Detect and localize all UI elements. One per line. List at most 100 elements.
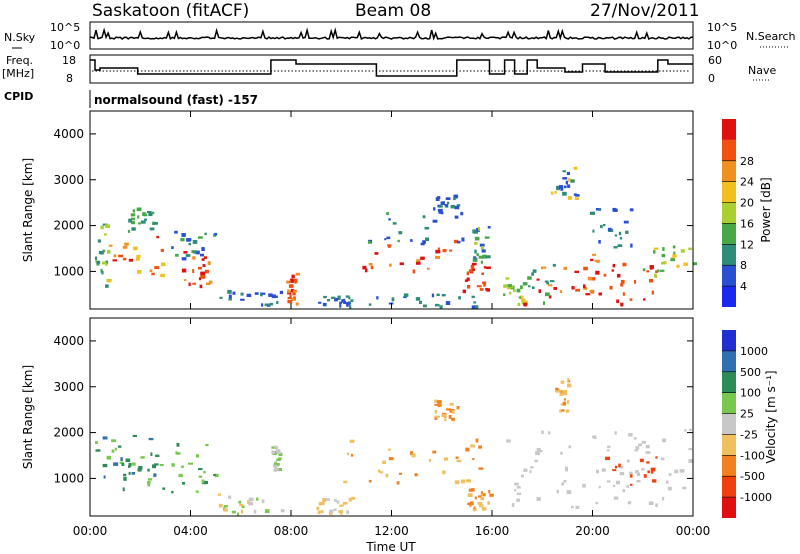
heatmap-cell [339,304,342,308]
heatmap-cell [446,408,451,411]
heatmap-cell [199,284,203,289]
colorbar-swatch [722,244,736,266]
heatmap-cell [105,224,111,228]
heatmap-cell [426,267,430,270]
heatmap-cell [618,463,621,468]
heatmap-cell [566,171,570,175]
heatmap-cell [617,273,621,278]
heatmap-cell [568,445,571,449]
heatmap-cell [619,472,625,476]
heatmap-cell [478,467,484,470]
heatmap-cell [232,291,236,295]
heatmap-cell [570,179,575,183]
heatmap-cell [274,466,278,470]
nsky-trace [89,27,693,41]
heatmap-cell [458,296,461,300]
heatmap-cell [188,462,193,465]
heatmap-cell [688,459,694,463]
heatmap-cell [643,298,646,301]
heatmap-cell [128,463,132,467]
heatmap-cell [204,232,207,236]
heatmap-cell [516,486,521,489]
heatmap-cell [439,205,443,208]
heatmap-cell [432,219,438,223]
heatmap-cell [616,299,620,304]
heatmap-cell [137,467,142,472]
heatmap-cell [154,463,159,466]
nsky-panel-frame [89,21,694,50]
heatmap-cell [562,177,568,180]
heatmap-cell [478,445,482,449]
heatmap-cell [420,242,425,246]
heatmap-cell [119,461,124,464]
heatmap-cell [559,409,562,413]
heatmap-cell [486,255,491,259]
heatmap-cell [195,250,200,255]
heatmap-cell [467,493,473,497]
heatmap-cell [214,232,218,236]
heatmap-cell [555,387,559,391]
heatmap-cell [183,251,188,254]
heatmap-cell [96,262,100,266]
heatmap-cell [334,498,337,502]
heatmap-cell [278,457,282,460]
heatmap-cell [350,453,354,457]
heatmap-cell [188,282,191,287]
heatmap-cell [477,501,483,505]
heatmap-cell [471,295,475,299]
heatmap-cell [607,445,611,449]
heatmap-cell [209,280,213,284]
heatmap-cell [295,302,299,306]
heatmap-cell [683,262,688,266]
heatmap-cell [140,456,145,459]
heatmap-cell [661,253,666,258]
heatmap-cell [241,505,245,509]
heatmap-cell [566,490,572,495]
heatmap-cell [605,456,610,461]
heatmap-cell [137,270,142,274]
heatmap-cell [388,448,391,451]
heatmap-cell [111,449,115,453]
heatmap-cell [130,220,135,225]
heatmap-cell [560,451,563,455]
heatmap-cell [388,218,391,221]
heatmap-cell [202,264,206,267]
heatmap-cell [612,484,616,488]
colorbar-swatch [722,434,736,456]
heatmap-cell [546,281,549,285]
heatmap-cell [264,303,270,306]
colorbar-swatch [722,413,736,435]
heatmap-cell [423,304,427,308]
heatmap-cell [506,439,511,443]
colorbar-swatch [722,160,736,182]
heatmap-cell [641,440,646,444]
heatmap-cell [351,496,356,500]
heatmap-cell [473,301,477,304]
heatmap-cell [541,430,544,434]
heatmap-cell [480,260,483,264]
heatmap-cell [376,296,379,300]
heatmap-cell [403,295,407,299]
colorbar-swatch [722,286,736,307]
heatmap-cell [483,282,486,287]
heatmap-cell [368,479,372,483]
heatmap-cell [101,270,104,275]
heatmap-cell [440,211,444,215]
heatmap-cell [450,205,455,209]
heatmap-cell [602,224,606,227]
heatmap-cell [227,289,232,294]
heatmap-cell [563,393,568,396]
heatmap-cell [412,269,416,274]
heatmap-cell [240,509,244,514]
heatmap-cell [160,262,166,267]
heatmap-cell [618,231,622,236]
heatmap-cell [200,271,206,276]
heatmap-cell [522,282,528,286]
heatmap-cell [107,249,111,254]
heatmap-cell [456,204,461,207]
heatmap-cell [612,469,617,472]
heatmap-cell [159,464,164,467]
heatmap-cell [398,472,403,475]
heatmap-cell [367,240,372,244]
heatmap-cell [181,268,187,273]
